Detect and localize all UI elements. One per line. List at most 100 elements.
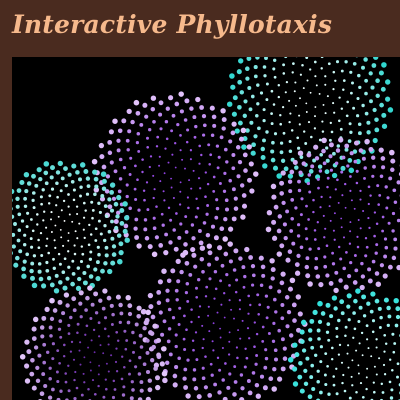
flower-dot	[371, 259, 376, 264]
flower-dot	[343, 389, 347, 393]
flower-dot	[248, 337, 251, 340]
flower-dot	[382, 363, 386, 367]
flower-dot	[113, 169, 118, 174]
flower-dot	[18, 249, 23, 254]
flower-dot	[171, 153, 174, 156]
flower-dot	[40, 254, 44, 257]
flower-dot	[166, 278, 172, 284]
flower-dot	[222, 396, 228, 400]
flower-dot	[23, 204, 28, 209]
flower-dot	[393, 200, 398, 205]
flower-dot	[328, 154, 333, 159]
flower-dot	[328, 142, 334, 148]
flower-dot	[321, 137, 327, 144]
phyllotaxis-flower[interactable]	[287, 288, 400, 400]
flower-dot	[15, 255, 20, 261]
flower-dot	[384, 245, 389, 250]
flower-dot	[67, 323, 71, 327]
flower-dot	[306, 79, 309, 82]
flower-dot	[174, 344, 178, 349]
flower-dot	[159, 361, 165, 367]
flower-dot	[84, 308, 88, 312]
flower-dot	[351, 359, 354, 362]
flower-dot	[161, 346, 167, 352]
flower-dot	[177, 356, 181, 361]
flower-dot	[67, 239, 70, 242]
flower-dot	[164, 119, 169, 124]
flower-dot	[207, 250, 213, 256]
flower-dot	[213, 269, 218, 274]
flower-dot	[104, 189, 110, 194]
flower-dot	[223, 251, 229, 257]
flower-dot	[24, 378, 31, 384]
flower-dot	[174, 333, 178, 337]
phyllotaxis-canvas[interactable]	[12, 57, 400, 400]
flower-dot	[309, 68, 312, 71]
flower-dot	[207, 143, 211, 147]
flower-dot	[293, 90, 296, 93]
flower-dot	[125, 194, 129, 199]
flower-dot	[292, 366, 298, 372]
flower-dot	[277, 289, 282, 294]
flower-dot	[241, 144, 247, 150]
flower-dot	[83, 169, 89, 174]
flower-dot	[216, 166, 220, 170]
flower-dot	[299, 245, 304, 250]
flower-dot	[308, 247, 312, 251]
flower-dot	[266, 305, 270, 309]
flower-dot	[283, 166, 289, 172]
flower-dot	[98, 142, 105, 149]
flower-dot	[261, 340, 265, 343]
flower-dot	[174, 101, 180, 107]
phyllotaxis-flower[interactable]	[91, 91, 259, 258]
flower-dot	[145, 338, 150, 343]
phyllotaxis-flower[interactable]	[19, 285, 168, 400]
flower-dot	[361, 294, 367, 300]
flower-dot	[65, 303, 70, 308]
phyllotaxis-flower[interactable]	[265, 137, 400, 294]
flower-dot	[132, 341, 137, 345]
flower-dot	[262, 385, 268, 391]
flower-dot	[375, 243, 379, 247]
flower-dot	[280, 316, 285, 321]
flower-dot	[372, 164, 376, 169]
flower-dot	[195, 295, 199, 299]
flower-dot	[93, 267, 98, 272]
flower-dot	[302, 87, 305, 90]
flower-dot	[164, 147, 167, 150]
flower-dot	[267, 332, 271, 335]
flower-dot	[285, 257, 291, 263]
flower-dot	[290, 217, 294, 221]
flower-dot	[319, 345, 323, 349]
flower-dot	[50, 165, 55, 171]
flower-dot	[218, 368, 222, 372]
flower-dot	[25, 225, 29, 229]
flower-dot	[13, 262, 19, 268]
flower-dot	[64, 380, 68, 384]
flower-dot	[327, 392, 331, 396]
flower-dot	[97, 201, 101, 205]
flower-dot	[345, 114, 349, 118]
flower-dot	[360, 274, 366, 279]
flower-dot	[256, 293, 260, 297]
flower-dot	[371, 174, 375, 178]
flower-dot	[139, 345, 144, 349]
flower-dot	[225, 207, 229, 212]
flower-dot	[369, 309, 374, 314]
flower-dot	[233, 317, 235, 320]
flower-dot	[209, 153, 213, 157]
flower-dot	[192, 169, 195, 172]
flower-dot	[326, 322, 331, 326]
flower-dot	[213, 382, 218, 387]
flower-dot	[119, 221, 125, 226]
flower-dot	[71, 272, 76, 276]
flower-dot	[54, 273, 59, 278]
flower-dot	[271, 140, 275, 145]
flower-dot	[368, 71, 373, 76]
phyllotaxis-flower[interactable]	[12, 160, 130, 294]
flower-dot	[169, 218, 173, 222]
flower-dot	[335, 392, 339, 396]
flower-dot	[23, 196, 28, 201]
flower-dot	[223, 171, 227, 175]
flower-dot	[324, 352, 328, 356]
